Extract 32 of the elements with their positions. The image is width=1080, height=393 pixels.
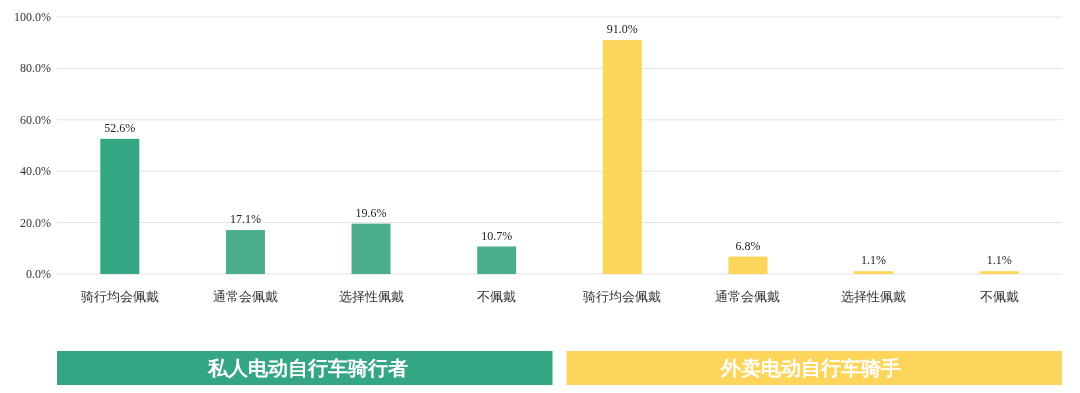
y-tick-label: 0.0% <box>26 267 51 281</box>
data-label: 17.1% <box>229 212 261 227</box>
data-label: 10.7% <box>481 228 513 243</box>
x-tick-label: 骑行均会佩戴 <box>583 289 662 304</box>
x-tick-label: 骑行均会佩戴 <box>80 289 159 304</box>
text: 外卖电动自行车骑手 <box>719 356 901 380</box>
data-label: 1.1% <box>986 253 1012 268</box>
data-label: 52.6% <box>104 120 136 135</box>
y-tick-label: 80.0% <box>20 61 51 76</box>
x-tick-label: 通常会佩戴 <box>715 289 781 304</box>
y-tick-label: 20.0% <box>20 215 51 230</box>
bar <box>728 256 768 274</box>
data-label: 1.1% <box>861 253 887 268</box>
x-tick-label: 选择性佩戴 <box>841 289 907 304</box>
x-tick-label: 通常会佩戴 <box>212 289 278 304</box>
bar <box>979 271 1019 274</box>
bar <box>100 138 140 274</box>
x-tick-label: 不佩戴 <box>477 289 517 304</box>
text: 私人电动自行车骑行者 <box>207 356 409 380</box>
y-tick-label: 100.0% <box>14 10 51 24</box>
y-tick-label: 60.0% <box>20 112 51 127</box>
bar <box>854 271 894 274</box>
bar <box>477 246 517 274</box>
bar <box>351 223 391 274</box>
data-label: 6.8% <box>735 238 761 253</box>
data-label: 91.0% <box>606 22 638 37</box>
x-tick-label: 不佩戴 <box>979 289 1019 304</box>
y-tick-label: 40.0% <box>20 164 51 179</box>
data-label: 19.6% <box>355 205 387 220</box>
x-tick-label: 选择性佩戴 <box>338 289 404 304</box>
bar <box>602 40 642 274</box>
bar <box>225 230 265 274</box>
